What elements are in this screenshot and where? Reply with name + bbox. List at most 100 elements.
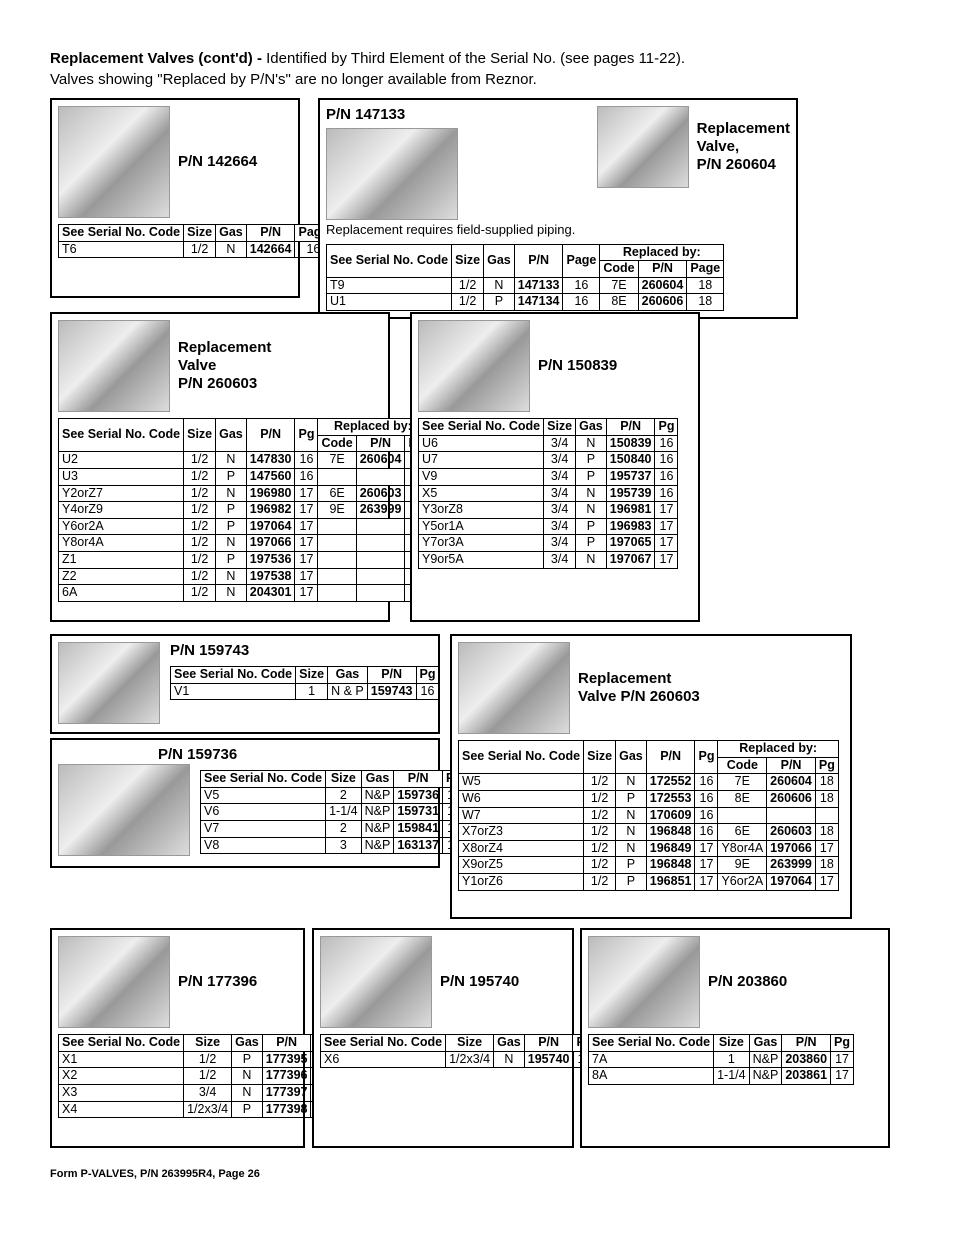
cell: P <box>616 790 647 807</box>
cell: 1-1/4 <box>326 804 362 821</box>
cell: N & P <box>328 683 368 700</box>
cell: Z2 <box>59 568 184 585</box>
cell: 1/2 <box>184 518 216 535</box>
cell: X8orZ4 <box>459 840 584 857</box>
cell: N <box>216 452 247 469</box>
table-row: X41/2x3/4P17739816 <box>59 1101 334 1118</box>
cell: Y5or1A <box>419 518 544 535</box>
cell: N <box>616 840 647 857</box>
cell: 196849 <box>646 840 695 857</box>
cell: 3/4 <box>544 502 576 519</box>
cell: V8 <box>201 837 326 854</box>
cell: V9 <box>419 468 544 485</box>
cell: X3 <box>59 1084 184 1101</box>
cell: 8E <box>600 294 638 311</box>
cell: P <box>616 874 647 891</box>
cell: 7A <box>589 1051 714 1068</box>
table-row: X11/2P17739516 <box>59 1051 334 1068</box>
cell: P <box>576 518 607 535</box>
cell: Y3orZ8 <box>419 502 544 519</box>
pn-label: P/N 177396 <box>178 973 257 991</box>
table-142664: See Serial No. Code Size Gas P/N Page T6… <box>58 224 332 258</box>
cell: V5 <box>201 787 326 804</box>
table-row: T61/2N14266416 <box>59 241 332 258</box>
cell: N&P <box>361 787 394 804</box>
table-row: 8A1-1/4N&P20386117 <box>589 1068 854 1085</box>
cell: U1 <box>327 294 452 311</box>
cell: 197536 <box>246 552 295 569</box>
cell <box>767 807 816 824</box>
cell: 260604 <box>638 277 687 294</box>
cell: 204301 <box>246 585 295 602</box>
table-row: Y6or2A1/2P19706417 <box>59 518 428 535</box>
block-260603a: Replacement Valve P/N 260603 See Serial … <box>50 312 390 622</box>
cell: 177396 <box>262 1068 311 1085</box>
cell: N&P <box>361 820 394 837</box>
valve-image <box>588 936 700 1028</box>
cell: 9E <box>318 502 356 519</box>
table-row: Y3orZ83/4N19698117 <box>419 502 678 519</box>
cell: 196851 <box>646 874 695 891</box>
cell: 1/2 <box>184 585 216 602</box>
cell: P <box>232 1051 263 1068</box>
cell: Y2orZ7 <box>59 485 184 502</box>
valve-image <box>458 642 570 734</box>
cell: N <box>216 585 247 602</box>
table-row: Y7or3A3/4P19706517 <box>419 535 678 552</box>
cell: P <box>216 468 247 485</box>
valve-image <box>320 936 432 1028</box>
cell: 1 <box>714 1051 750 1068</box>
table-150839: See Serial No. Code Size Gas P/N Pg U63/… <box>418 418 678 569</box>
cell: 1/2 <box>184 241 216 258</box>
cell: 16 <box>295 452 318 469</box>
table-260603b: See Serial No. Code Size Gas P/N Pg Repl… <box>458 740 839 891</box>
cell: 1/2 <box>184 452 216 469</box>
block-260603b: Replacement Valve P/N 260603 See Serial … <box>450 634 852 919</box>
cell <box>318 535 356 552</box>
cell: 203860 <box>782 1051 831 1068</box>
cell: N <box>576 435 607 452</box>
table-row: W51/2N172552167E26060418 <box>459 774 839 791</box>
cell: Y9or5A <box>419 552 544 569</box>
table-row: V52N&P15973616 <box>201 787 466 804</box>
table-row: V93/4P19573716 <box>419 468 678 485</box>
cell: 1/2 <box>184 1068 232 1085</box>
cell: 1/2 <box>184 485 216 502</box>
cell: 16 <box>416 683 439 700</box>
cell: 17 <box>815 840 838 857</box>
valve-image <box>58 936 170 1028</box>
cell: 1/2 <box>184 502 216 519</box>
table-row: Y1orZ61/2P19685117Y6or2A19706417 <box>459 874 839 891</box>
cell: 147560 <box>246 468 295 485</box>
block-159743: P/N 159743 See Serial No. Code Size Gas … <box>50 634 440 734</box>
cell: 177395 <box>262 1051 311 1068</box>
table-row: Y9or5A3/4N19706717 <box>419 552 678 569</box>
cell: 18 <box>687 294 724 311</box>
cell: 7E <box>318 452 356 469</box>
pn-label: P/N 195740 <box>440 973 519 991</box>
pn-label: P/N 147133 <box>326 106 587 124</box>
cell <box>318 468 356 485</box>
cell: 17 <box>695 840 718 857</box>
cell: N <box>232 1084 263 1101</box>
table-row: Z11/2P19753617 <box>59 552 428 569</box>
table-260603a: See Serial No. Code Size Gas P/N Pg Repl… <box>58 418 428 602</box>
cell: 203861 <box>782 1068 831 1085</box>
block-203860: P/N 203860 See Serial No. Code Size Gas … <box>580 928 890 1148</box>
cell: 260603 <box>767 824 816 841</box>
cell <box>356 585 405 602</box>
cell <box>718 807 767 824</box>
cell <box>318 552 356 569</box>
cell: Z1 <box>59 552 184 569</box>
cell: 18 <box>687 277 724 294</box>
cell: 2 <box>326 820 362 837</box>
cell: 196848 <box>646 857 695 874</box>
cell: 1/2 <box>452 277 484 294</box>
cell: 3 <box>326 837 362 854</box>
cell: Y7or3A <box>419 535 544 552</box>
cell: W7 <box>459 807 584 824</box>
cell: P <box>484 294 515 311</box>
cell: 17 <box>655 518 678 535</box>
cell: 6E <box>318 485 356 502</box>
cell: 195740 <box>524 1051 573 1068</box>
